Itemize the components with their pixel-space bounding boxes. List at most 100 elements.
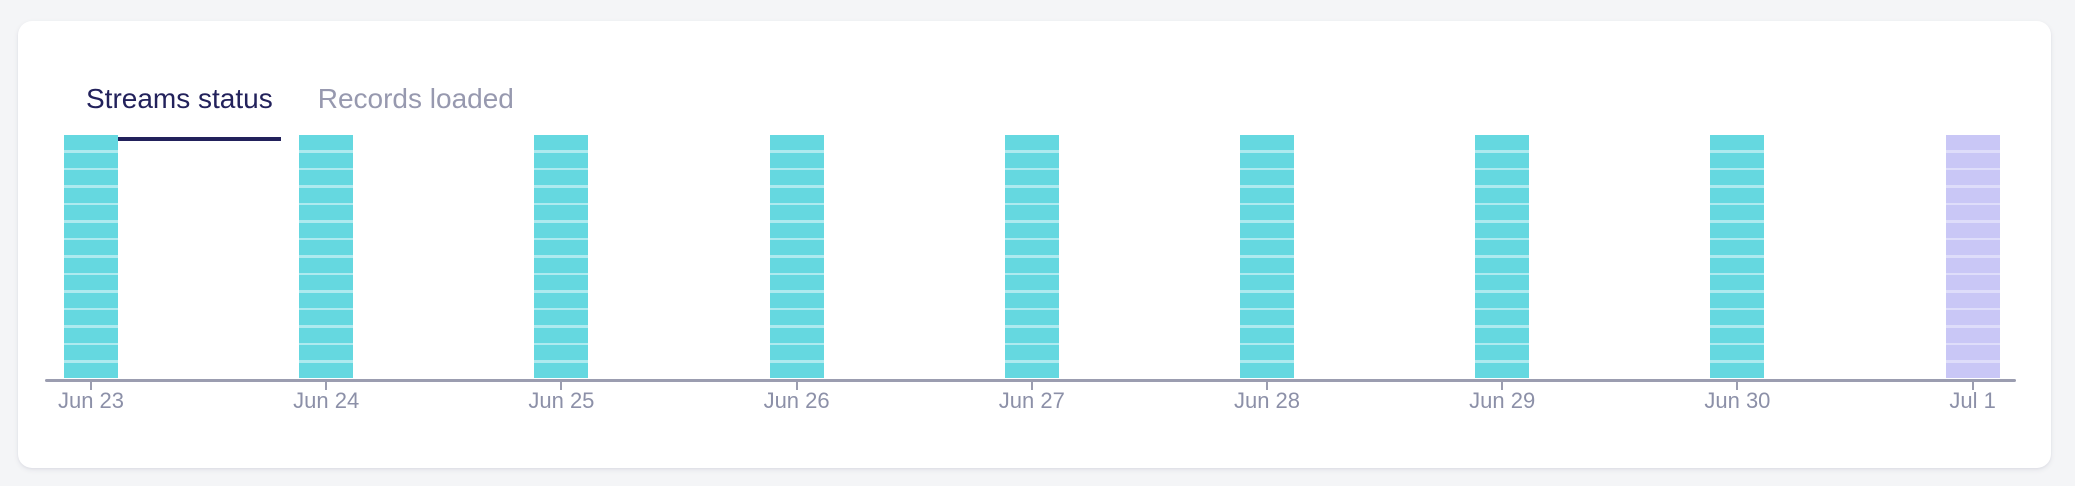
bar-segment[interactable] [299,310,354,326]
bar-segment[interactable] [64,152,118,168]
bar-segment[interactable] [769,310,824,326]
status-bar[interactable] [769,135,824,378]
bar-segment[interactable] [64,345,118,361]
bar-segment[interactable] [534,327,589,343]
bar-segment[interactable] [1945,310,2000,326]
bar-segment[interactable] [1945,362,2000,378]
bar-segment[interactable] [1004,152,1059,168]
bar-segment[interactable] [769,152,824,168]
bar-segment[interactable] [1240,240,1294,256]
bar-segment[interactable] [299,187,354,203]
bar-segment[interactable] [1475,187,1530,203]
bar-segment[interactable] [769,240,824,256]
bar-segment[interactable] [534,275,589,291]
status-bar[interactable] [1240,135,1294,378]
bar-segment[interactable] [1240,152,1294,168]
bar-segment[interactable] [769,292,824,308]
bar-segment[interactable] [1240,310,1294,326]
bar-segment[interactable] [1710,240,1765,256]
bar-segment[interactable] [1240,222,1294,238]
bar-segment[interactable] [1710,205,1765,221]
bar-segment[interactable] [1945,275,2000,291]
bar-segment[interactable] [1710,345,1765,361]
bar-segment[interactable] [1475,170,1530,186]
bar-segment[interactable] [1004,275,1059,291]
bar-segment[interactable] [1945,345,2000,361]
bar-segment[interactable] [534,310,589,326]
bar-segment[interactable] [769,327,824,343]
bar-segment[interactable] [1004,222,1059,238]
bar-segment[interactable] [299,275,354,291]
bar-segment[interactable] [64,327,118,343]
bar-segment[interactable] [1475,135,1530,151]
bar-segment[interactable] [1475,345,1530,361]
bar-segment[interactable] [1240,135,1294,151]
bar-segment[interactable] [1475,292,1530,308]
bar-segment[interactable] [769,257,824,273]
bar-segment[interactable] [1004,205,1059,221]
bar-segment[interactable] [1004,187,1059,203]
bar-segment[interactable] [769,170,824,186]
status-bar[interactable] [1004,135,1059,378]
bar-segment[interactable] [534,170,589,186]
bar-segment[interactable] [64,362,118,378]
bar-segment[interactable] [1240,292,1294,308]
bar-segment[interactable] [769,205,824,221]
bar-segment[interactable] [769,362,824,378]
bar-segment[interactable] [64,240,118,256]
bar-segment[interactable] [64,257,118,273]
bar-segment[interactable] [1240,345,1294,361]
bar-segment[interactable] [1475,327,1530,343]
bar-segment[interactable] [299,345,354,361]
bar-segment[interactable] [299,362,354,378]
bar-segment[interactable] [1945,170,2000,186]
bar-segment[interactable] [769,275,824,291]
bar-segment[interactable] [1710,170,1765,186]
bar-segment[interactable] [299,240,354,256]
bar-segment[interactable] [1710,292,1765,308]
bar-segment[interactable] [534,362,589,378]
status-bar[interactable] [534,135,589,378]
bar-segment[interactable] [1945,257,2000,273]
bar-segment[interactable] [534,257,589,273]
bar-segment[interactable] [1004,310,1059,326]
bar-segment[interactable] [534,187,589,203]
tab-records-loaded[interactable]: Records loaded [310,77,522,141]
bar-segment[interactable] [1945,292,2000,308]
bar-segment[interactable] [534,240,589,256]
bar-segment[interactable] [1475,275,1530,291]
bar-segment[interactable] [1475,257,1530,273]
bar-segment[interactable] [1240,257,1294,273]
bar-segment[interactable] [1004,135,1059,151]
status-bar[interactable] [1710,135,1765,378]
bar-segment[interactable] [1475,222,1530,238]
bar-segment[interactable] [1710,310,1765,326]
status-bar[interactable] [1475,135,1530,378]
bar-segment[interactable] [769,135,824,151]
bar-segment[interactable] [64,222,118,238]
bar-segment[interactable] [1004,240,1059,256]
bar-segment[interactable] [534,345,589,361]
bar-segment[interactable] [534,292,589,308]
bar-segment[interactable] [64,310,118,326]
bar-segment[interactable] [299,152,354,168]
bar-segment[interactable] [299,257,354,273]
bar-segment[interactable] [1475,152,1530,168]
bar-segment[interactable] [1240,170,1294,186]
bar-segment[interactable] [1710,275,1765,291]
bar-segment[interactable] [1475,310,1530,326]
bar-segment[interactable] [1945,222,2000,238]
bar-segment[interactable] [1710,327,1765,343]
bar-segment[interactable] [64,187,118,203]
bar-segment[interactable] [1004,362,1059,378]
bar-segment[interactable] [1710,187,1765,203]
bar-segment[interactable] [64,135,118,151]
bar-segment[interactable] [64,205,118,221]
bar-segment[interactable] [1240,275,1294,291]
bar-segment[interactable] [64,275,118,291]
status-bar[interactable] [299,135,354,378]
bar-segment[interactable] [1710,362,1765,378]
bar-segment[interactable] [299,135,354,151]
bar-segment[interactable] [534,152,589,168]
bar-segment[interactable] [1475,205,1530,221]
